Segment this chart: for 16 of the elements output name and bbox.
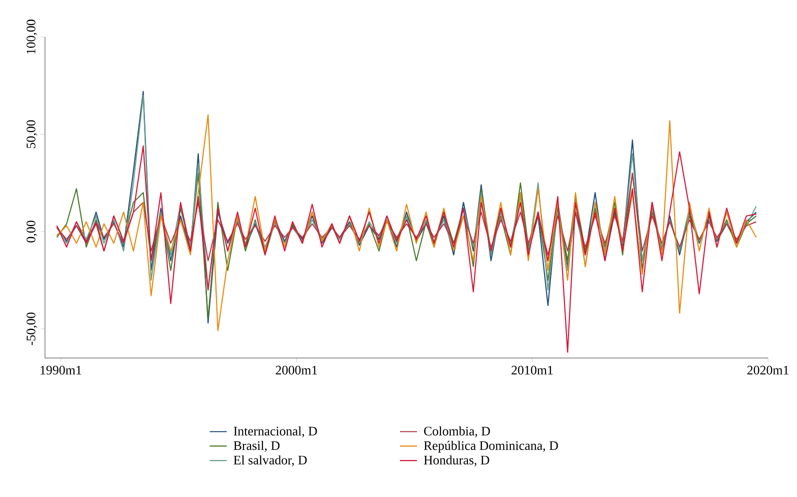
legend-label: Honduras, D — [424, 455, 490, 466]
line-series — [56, 145, 757, 353]
legend-label: El salvador, D — [234, 455, 307, 466]
legend-label: Internacional, D — [234, 426, 317, 438]
x-tick-label: 1990m1 — [40, 366, 82, 375]
line-series — [56, 172, 757, 262]
legend-label: Brasil, D — [234, 440, 280, 452]
legend-label: República Dominicana, D — [424, 440, 558, 453]
x-tick-label: 2000m1 — [276, 366, 317, 375]
x-tick-label: 2020m1 — [747, 366, 788, 375]
y-tick-label: 0,00 — [26, 220, 38, 242]
y-tick-label: 50,00 — [26, 120, 38, 148]
y-tick-label: -50,00 — [26, 312, 38, 346]
legend-label: Colombia, D — [424, 426, 490, 438]
y-tick-label: 100,00 — [26, 20, 38, 54]
x-tick-label: 2010m1 — [512, 366, 553, 375]
